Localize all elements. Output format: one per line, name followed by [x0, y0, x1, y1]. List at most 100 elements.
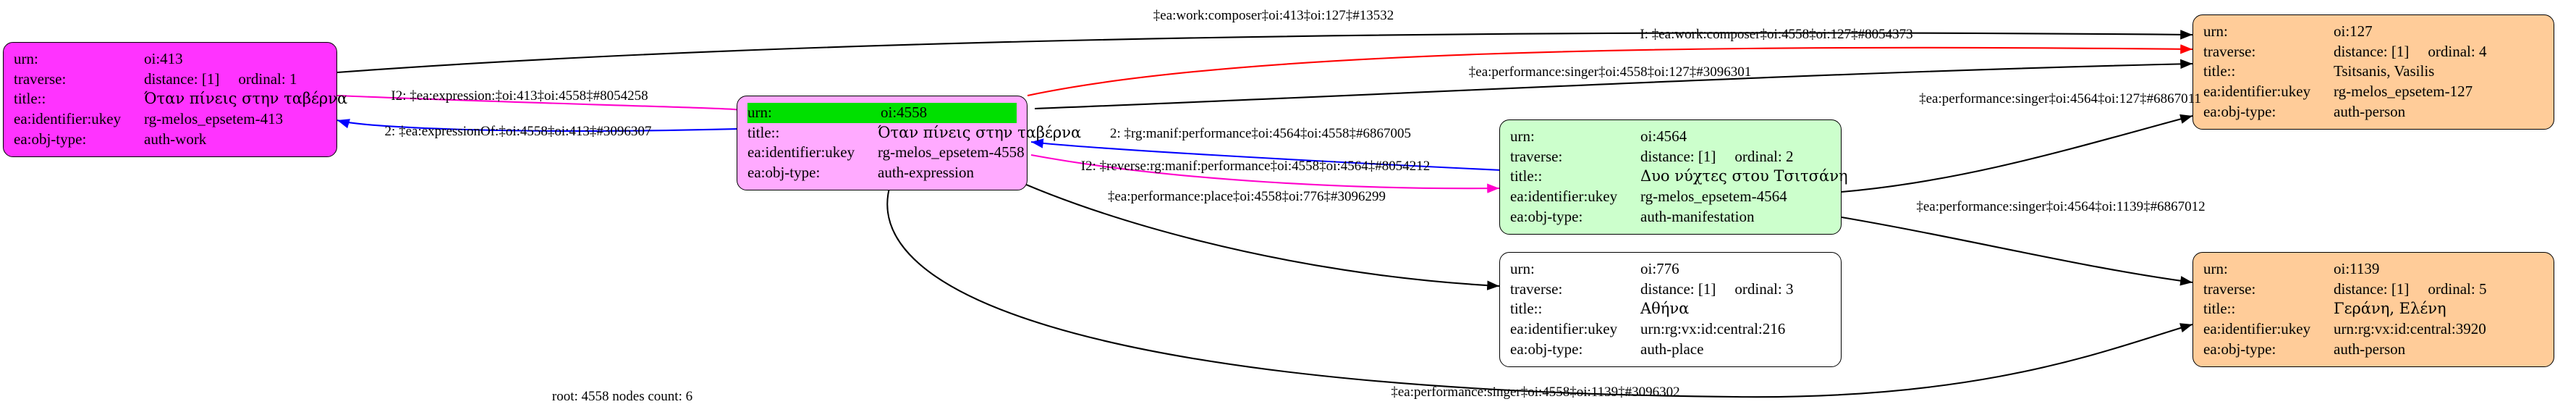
- edge-label-manif-performance-4564-4558: 2: ‡rg:manif:performance‡oi:4564‡oi:4558…: [1110, 126, 1411, 141]
- node-row-title: title:: Δυο νύχτες στου Τσιτσάνη: [1510, 167, 1848, 187]
- field-value-objtype: auth-manifestation: [1640, 207, 1755, 225]
- node-row-title: title:: Γεράνη, Ελένη: [2203, 299, 2543, 319]
- field-value-urn: oi:1139: [2334, 260, 2380, 277]
- node-oi-4558[interactable]: urn: oi:4558 title:: Όταν πίνεις στην τα…: [737, 96, 1081, 190]
- field-value-objtype: auth-work: [144, 130, 207, 148]
- node-row-urn: urn: oi:4564: [1510, 127, 1831, 147]
- field-value-urn: oi:413: [144, 50, 183, 67]
- field-label-objtype: ea:obj-type:: [2203, 340, 2276, 358]
- field-value-urn: oi:4558: [881, 103, 1017, 123]
- node-oi-4564[interactable]: urn: oi:4564 traverse: distance: [1] ordi…: [1499, 119, 1848, 235]
- field-value-title: Δυο νύχτες στου Τσιτσάνη: [1640, 167, 1848, 185]
- traverse-ordinal: ordinal: 3: [1734, 280, 1794, 298]
- traverse-ordinal: ordinal: 5: [2428, 280, 2487, 298]
- field-value-title: Όταν πίνεις στην ταβέρνα: [878, 123, 1082, 141]
- node-row-urn: urn: oi:4558: [747, 103, 1017, 123]
- node-row-traverse: traverse: distance: [1] ordinal: 2: [1510, 147, 1831, 167]
- node-row-traverse: traverse: distance: [1] ordinal: 5: [2203, 280, 2543, 300]
- node-row-ukey: ea:identifier:ukey urn:rg:vx:id:central:…: [1510, 319, 1831, 340]
- node-row-title: title:: Tsitsanis, Vasilis: [2203, 62, 2543, 82]
- node-row-objtype: ea:obj-type: auth-expression: [747, 163, 1017, 183]
- field-label-title: title::: [2203, 62, 2236, 80]
- node-oi-413[interactable]: urn: oi:413 traverse: distance: [1] ordin…: [3, 42, 347, 157]
- node-row-objtype: ea:obj-type: auth-person: [2203, 340, 2543, 360]
- node-row-objtype: ea:obj-type: auth-manifestation: [1510, 207, 1831, 227]
- traverse-distance: distance: [1]: [1640, 147, 1716, 165]
- field-value-ukey: rg-melos_epsetem-413: [144, 110, 284, 128]
- node-row-urn: urn: oi:127: [2203, 22, 2543, 42]
- node-row-urn: urn: oi:776: [1510, 259, 1831, 280]
- field-value-title: Γεράνη, Ελένη: [2334, 300, 2446, 318]
- field-value-objtype: auth-person: [2334, 102, 2406, 120]
- field-label-traverse: traverse:: [1510, 280, 1563, 298]
- node-row-urn: urn: oi:413: [14, 49, 326, 70]
- field-value-traverse: distance: [1] ordinal: 2: [1640, 147, 1831, 167]
- edge-label-performance-singer-4558-127: ‡ea:performance:singer‡oi:4558‡oi:127‡#3…: [1468, 64, 1752, 80]
- field-label-ukey: ea:identifier:ukey: [1510, 320, 1618, 338]
- graph-footer: root: 4558 nodes count: 6: [551, 389, 693, 404]
- field-label-objtype: ea:obj-type:: [747, 164, 821, 182]
- node-oi-1139[interactable]: urn: oi:1139 traverse: distance: [1] ordi…: [2192, 252, 2554, 367]
- field-value-traverse: distance: [1] ordinal: 3: [1640, 280, 1831, 300]
- node-row-objtype: ea:obj-type: auth-place: [1510, 340, 1831, 360]
- field-label-objtype: ea:obj-type:: [14, 130, 87, 148]
- field-label-urn: urn:: [1510, 260, 1535, 277]
- node-row-ukey: ea:identifier:ukey urn:rg:vx:id:central:…: [2203, 319, 2543, 340]
- field-value-traverse: distance: [1] ordinal: 4: [2334, 42, 2543, 62]
- node-row-title: title:: Αθήνα: [1510, 299, 1831, 319]
- field-value-objtype: auth-person: [2334, 340, 2406, 358]
- edge-label-performance-singer-4564-1139: ‡ea:performance:singer‡oi:4564‡oi:1139‡#…: [1916, 199, 2206, 214]
- edge-label-work-composer-4558-127: I: ‡ea:work:composer‡oi:4558‡oi:127‡#805…: [1640, 27, 1913, 42]
- node-row-title: title:: Όταν πίνεις στην ταβέρνα: [14, 89, 347, 109]
- traverse-distance: distance: [1]: [2334, 280, 2410, 298]
- field-value-objtype: auth-expression: [878, 164, 974, 182]
- field-value-urn: oi:776: [1640, 260, 1679, 277]
- edge-label-performance-place-4558-776: ‡ea:performance:place‡oi:4558‡oi:776‡#30…: [1107, 189, 1386, 204]
- node-row-urn: urn: oi:1139: [2203, 259, 2543, 280]
- traverse-distance: distance: [1]: [2334, 42, 2410, 60]
- field-value-urn: oi:127: [2334, 22, 2373, 40]
- field-label-urn: urn:: [2203, 22, 2228, 40]
- traverse-ordinal: ordinal: 2: [1734, 147, 1794, 165]
- field-label-ukey: ea:identifier:ukey: [747, 143, 855, 161]
- field-label-title: title::: [2203, 300, 2236, 318]
- edge-performance-place-4558-776: [983, 164, 1500, 290]
- node-row-ukey: ea:identifier:ukey rg-melos_epsetem-127: [2203, 82, 2543, 102]
- field-label-title: title::: [14, 90, 46, 108]
- field-label-ukey: ea:identifier:ukey: [2203, 83, 2311, 101]
- edge-performance-singer-4564-127: [1841, 114, 2193, 193]
- field-label-title: title::: [747, 123, 780, 141]
- field-label-traverse: traverse:: [2203, 280, 2256, 298]
- edge-label-performance-singer-4558-1139: ‡ea:performance:singer‡oi:4558‡oi:1139‡#…: [1391, 385, 1680, 400]
- field-label-objtype: ea:obj-type:: [1510, 207, 1583, 225]
- field-label-objtype: ea:obj-type:: [2203, 102, 2276, 120]
- node-row-traverse: traverse: distance: [1] ordinal: 4: [2203, 42, 2543, 62]
- edge-label-reverse-manif-performance-4558-4564: I2: ‡reverse:rg:manif:performance‡oi:455…: [1080, 159, 1431, 174]
- traverse-distance: distance: [1]: [144, 70, 220, 88]
- field-label-ukey: ea:identifier:ukey: [1510, 188, 1618, 206]
- node-oi-127[interactable]: urn: oi:127 traverse: distance: [1] ordin…: [2192, 14, 2554, 130]
- field-label-ukey: ea:identifier:ukey: [14, 110, 122, 128]
- field-label-title: title::: [1510, 300, 1543, 318]
- traverse-ordinal: ordinal: 1: [238, 70, 297, 88]
- field-value-title: Όταν πίνεις στην ταβέρνα: [144, 90, 348, 108]
- edge-label-expression-413-4558: I2: ‡ea:expression:‡oi:413‡oi:4558‡#8054…: [391, 88, 648, 104]
- field-label-urn: urn:: [14, 50, 38, 67]
- node-row-ukey: ea:identifier:ukey rg-melos_epsetem-4564: [1510, 187, 1831, 207]
- field-label-title: title::: [1510, 167, 1543, 185]
- field-value-title: Tsitsanis, Vasilis: [2334, 62, 2435, 80]
- node-row-objtype: ea:obj-type: auth-work: [14, 130, 326, 150]
- field-value-ukey: rg-melos_epsetem-4558: [878, 143, 1025, 161]
- field-value-traverse: distance: [1] ordinal: 5: [2334, 280, 2543, 300]
- node-row-traverse: traverse: distance: [1] ordinal: 1: [14, 70, 326, 90]
- field-value-ukey: rg-melos_epsetem-127: [2334, 83, 2473, 101]
- node-oi-776[interactable]: urn: oi:776 traverse: distance: [1] ordin…: [1499, 252, 1842, 367]
- edge-label-work-composer-413-127: ‡ea:work:composer‡oi:413‡oi:127‡#13532: [1153, 8, 1394, 23]
- field-label-traverse: traverse:: [1510, 147, 1563, 165]
- field-value-ukey: urn:rg:vx:id:central:3920: [2334, 320, 2486, 338]
- field-value-ukey: rg-melos_epsetem-4564: [1640, 188, 1787, 206]
- field-label-urn: urn:: [747, 103, 881, 123]
- field-label-urn: urn:: [2203, 260, 2228, 277]
- field-label-traverse: traverse:: [2203, 42, 2256, 60]
